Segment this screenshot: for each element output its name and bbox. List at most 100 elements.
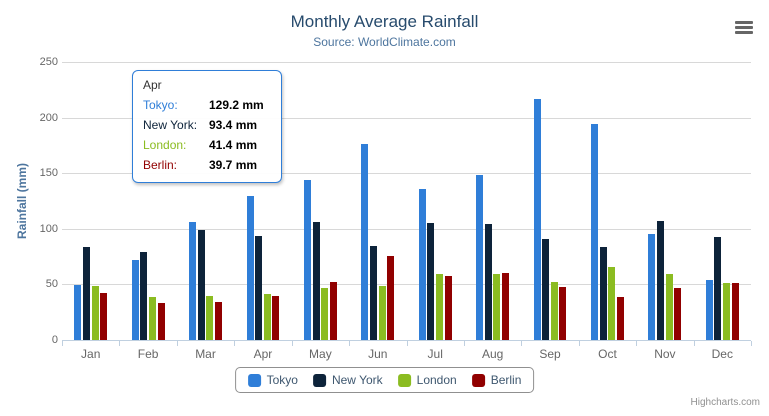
x-axis-label-dec: Dec bbox=[711, 347, 733, 361]
bar-tokyo-jan[interactable] bbox=[74, 284, 82, 340]
gridline-50 bbox=[62, 284, 751, 286]
bar-tokyo-jun[interactable] bbox=[361, 144, 369, 340]
bar-london-may[interactable] bbox=[321, 287, 329, 340]
bar-london-nov[interactable] bbox=[665, 274, 673, 340]
tooltip-series-value: 39.7 mm bbox=[209, 158, 258, 172]
x-axis-tick bbox=[349, 341, 351, 346]
legend: Tokyo New York London Berlin bbox=[234, 367, 535, 393]
bar-berlin-nov[interactable] bbox=[674, 287, 682, 340]
tooltip-row-new-york: New York: 93.4 mm bbox=[143, 115, 271, 135]
bar-new-york-jun[interactable] bbox=[369, 246, 377, 340]
tooltip-row-berlin: Berlin: 39.7 mm bbox=[143, 155, 271, 175]
legend-label: London bbox=[416, 373, 457, 387]
bar-tokyo-nov[interactable] bbox=[648, 233, 656, 340]
legend-item-london[interactable]: London bbox=[397, 373, 457, 387]
bar-berlin-oct[interactable] bbox=[616, 296, 624, 340]
x-axis-tick bbox=[463, 341, 465, 346]
x-axis-tick bbox=[636, 341, 638, 346]
bar-berlin-sep[interactable] bbox=[559, 287, 567, 340]
bar-london-sep[interactable] bbox=[550, 281, 558, 340]
tooltip-row-tokyo: Tokyo: 129.2 mm bbox=[143, 95, 271, 115]
bar-berlin-feb[interactable] bbox=[157, 303, 165, 340]
hamburger-icon bbox=[735, 31, 753, 34]
gridline-250 bbox=[62, 62, 751, 63]
tooltip-series-value: 129.2 mm bbox=[209, 98, 264, 112]
bar-new-york-oct[interactable] bbox=[599, 247, 607, 340]
bar-london-mar[interactable] bbox=[206, 296, 214, 340]
bar-new-york-sep[interactable] bbox=[542, 238, 550, 340]
credits-link[interactable]: Highcharts.com bbox=[690, 397, 760, 408]
bar-new-york-feb[interactable] bbox=[140, 252, 148, 340]
x-axis-label-jan: Jan bbox=[81, 347, 101, 361]
x-axis-label-nov: Nov bbox=[654, 347, 676, 361]
x-axis-label-jul: Jul bbox=[427, 347, 443, 361]
bar-london-dec[interactable] bbox=[723, 283, 731, 340]
bar-new-york-mar[interactable] bbox=[197, 230, 205, 340]
tooltip-row-london: London: 41.4 mm bbox=[143, 135, 271, 155]
x-axis-label-may: May bbox=[309, 347, 332, 361]
bar-new-york-dec[interactable] bbox=[714, 237, 722, 340]
x-axis-tick bbox=[693, 341, 695, 346]
bar-tokyo-may[interactable] bbox=[303, 179, 311, 340]
x-axis-label-mar: Mar bbox=[195, 347, 216, 361]
legend-item-tokyo[interactable]: Tokyo bbox=[247, 373, 298, 387]
x-axis-tick bbox=[234, 341, 236, 346]
x-axis-label-feb: Feb bbox=[137, 347, 159, 361]
x-axis-label-jun: Jun bbox=[368, 347, 388, 361]
legend-item-berlin[interactable]: Berlin bbox=[471, 373, 522, 387]
bar-tokyo-apr[interactable] bbox=[246, 196, 254, 340]
bar-berlin-mar[interactable] bbox=[214, 301, 222, 340]
tooltip-series-value: 41.4 mm bbox=[209, 138, 258, 152]
bar-tokyo-mar[interactable] bbox=[189, 221, 197, 340]
bar-new-york-nov[interactable] bbox=[657, 221, 665, 340]
export-menu-button[interactable] bbox=[734, 21, 754, 37]
chart-title: Monthly Average Rainfall bbox=[290, 12, 479, 31]
bar-tokyo-dec[interactable] bbox=[705, 279, 713, 340]
bar-new-york-jan[interactable] bbox=[82, 247, 90, 340]
bar-new-york-apr[interactable] bbox=[255, 236, 263, 340]
bar-new-york-jul[interactable] bbox=[427, 223, 435, 340]
legend-marker-icon bbox=[312, 373, 326, 387]
bar-berlin-jul[interactable] bbox=[444, 276, 452, 340]
x-axis-tick bbox=[291, 341, 293, 346]
bar-london-aug[interactable] bbox=[493, 273, 501, 340]
bar-tokyo-feb[interactable] bbox=[131, 260, 139, 340]
legend-label: Berlin bbox=[490, 373, 522, 387]
bar-tokyo-oct[interactable] bbox=[591, 124, 599, 340]
y-axis-label-0: 0 bbox=[51, 334, 58, 346]
bar-london-jun[interactable] bbox=[378, 286, 386, 340]
bar-london-apr[interactable] bbox=[263, 293, 271, 340]
bar-tokyo-jul[interactable] bbox=[418, 189, 426, 340]
legend-label: Tokyo bbox=[266, 373, 298, 387]
tooltip-series-label: New York: bbox=[143, 118, 198, 132]
bar-berlin-apr[interactable] bbox=[272, 295, 280, 340]
x-axis-label-aug: Aug bbox=[481, 347, 504, 361]
bar-tokyo-sep[interactable] bbox=[533, 99, 541, 340]
x-axis-tick bbox=[578, 341, 580, 346]
gridline-100 bbox=[62, 228, 751, 230]
bar-berlin-dec[interactable] bbox=[731, 283, 739, 340]
hamburger-icon bbox=[735, 26, 753, 29]
legend-label: New York bbox=[331, 373, 383, 387]
bar-berlin-jan[interactable] bbox=[100, 292, 108, 340]
bar-london-jan[interactable] bbox=[91, 285, 99, 340]
bar-berlin-jun[interactable] bbox=[387, 256, 395, 340]
legend-item-new-york[interactable]: New York bbox=[312, 373, 383, 387]
gridline-150 bbox=[62, 173, 751, 175]
y-axis-label-50: 50 bbox=[45, 278, 58, 291]
tooltip-series-label: Tokyo: bbox=[143, 98, 178, 112]
y-axis-label-100: 100 bbox=[39, 222, 58, 235]
tooltip-series-label: London: bbox=[143, 138, 187, 152]
x-axis-tick bbox=[521, 341, 523, 346]
bar-berlin-may[interactable] bbox=[329, 281, 337, 340]
bar-london-jul[interactable] bbox=[436, 274, 443, 340]
y-axis-label-200: 200 bbox=[39, 111, 58, 124]
x-axis-tick bbox=[176, 341, 178, 346]
bar-london-oct[interactable] bbox=[608, 267, 616, 340]
bar-berlin-aug[interactable] bbox=[502, 272, 510, 340]
bar-new-york-may[interactable] bbox=[312, 222, 320, 340]
bar-new-york-aug[interactable] bbox=[484, 224, 492, 340]
bar-london-feb[interactable] bbox=[148, 296, 156, 340]
bar-tokyo-aug[interactable] bbox=[476, 174, 484, 340]
